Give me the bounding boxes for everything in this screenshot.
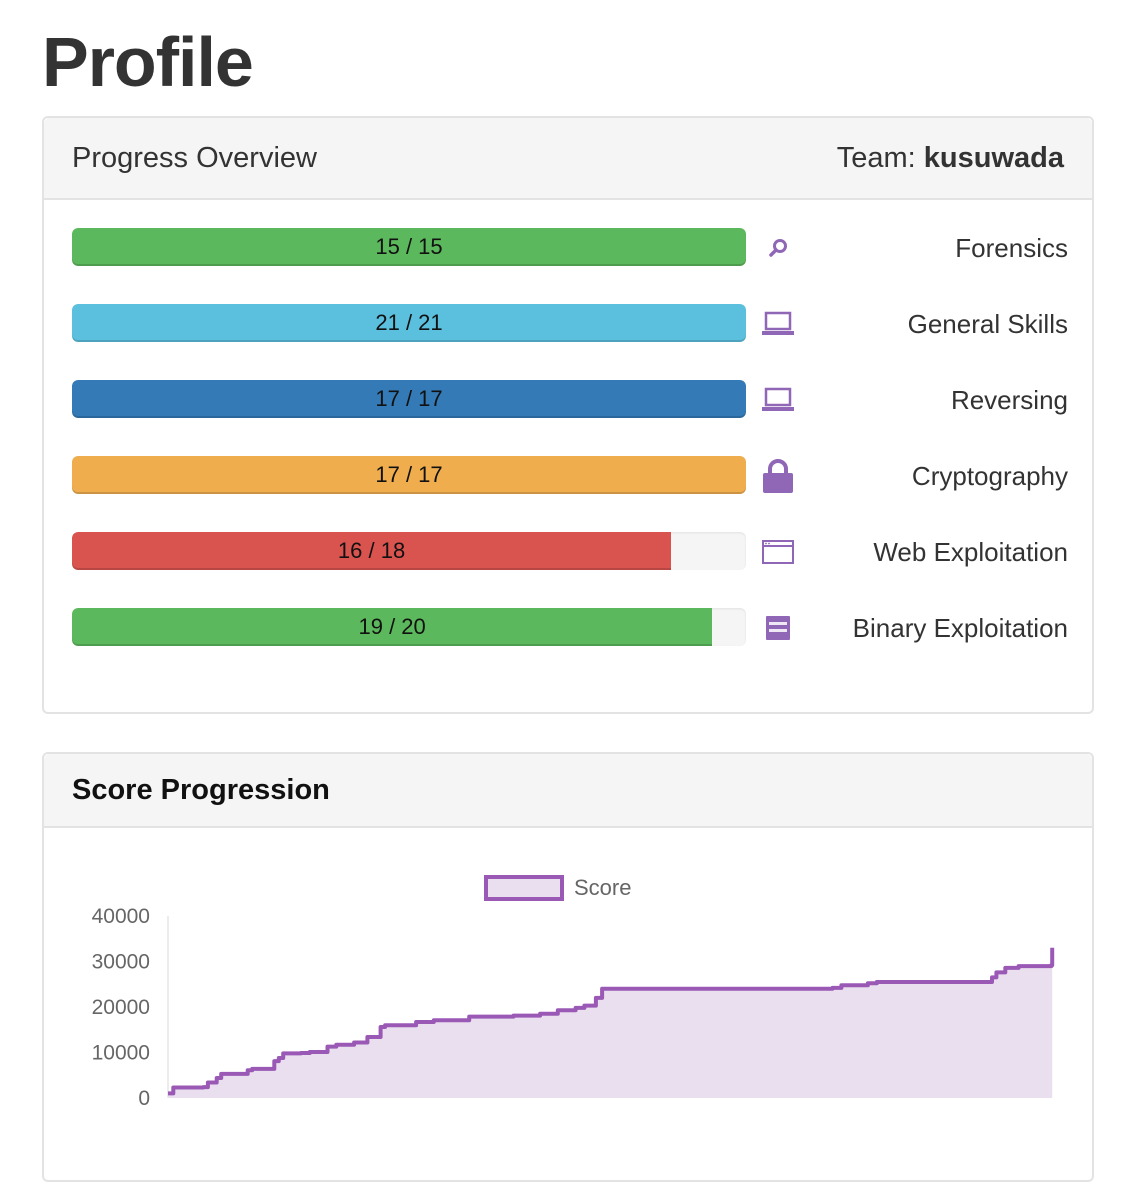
- chart-legend: Score: [484, 875, 631, 901]
- score-progression-panel: Score Progression 40000 30000 20000 10000 0 S…: [42, 752, 1094, 1182]
- progress-bar: 21 / 21: [72, 304, 746, 342]
- team-label: Team: kusuwada: [837, 142, 1064, 175]
- progress-count: 15 / 15: [375, 234, 443, 259]
- progress-count: 21 / 21: [375, 310, 443, 335]
- progress-bar-fill: 17 / 17: [72, 380, 746, 418]
- progress-overview-heading: Progress Overview Team: kusuwada: [44, 118, 1092, 200]
- progress-overview-title: Progress Overview: [72, 141, 317, 174]
- progress-bar-fill: 15 / 15: [72, 228, 746, 266]
- progress-bar-fill: 21 / 21: [72, 304, 746, 342]
- y-tick-label: 0: [138, 1087, 150, 1110]
- progress-bar: 17 / 17: [72, 380, 746, 418]
- laptop-icon: [760, 382, 796, 418]
- progress-bar: 15 / 15: [72, 228, 746, 266]
- legend-label: Score: [574, 875, 631, 900]
- category-row: 21 / 21 General Skills: [72, 304, 1068, 344]
- progress-count: 19 / 20: [358, 614, 426, 639]
- progress-bar-fill: 16 / 18: [72, 532, 672, 570]
- category-label: Forensics: [955, 233, 1068, 263]
- score-area-fill: [168, 947, 1053, 1098]
- category-row: 19 / 20 Binary Exploitation: [72, 608, 1068, 648]
- progress-count: 16 / 18: [337, 538, 406, 563]
- progress-bar-fill: 19 / 20: [72, 608, 713, 646]
- progress-count: 17 / 17: [375, 462, 443, 487]
- search-icon: [760, 230, 796, 266]
- lock-icon: [760, 458, 796, 494]
- browser-window-icon: [760, 534, 796, 570]
- team-name: kusuwada: [923, 141, 1064, 174]
- score-progression-chart: 40000 30000 20000 10000 0 Score: [92, 875, 1055, 1110]
- team-prefix: Team:: [836, 141, 916, 174]
- page-title: Profile: [42, 23, 254, 101]
- y-tick-label: 40000: [92, 905, 150, 928]
- legend-swatch: [484, 875, 564, 901]
- progress-bar: 17 / 17: [72, 456, 746, 494]
- y-tick-label: 20000: [92, 996, 150, 1019]
- progress-count: 17 / 17: [375, 386, 443, 411]
- progress-overview-panel: Progress Overview Team: kusuwada 15 / 15…: [42, 116, 1094, 714]
- laptop-icon: [760, 306, 796, 342]
- category-label: Web Exploitation: [873, 537, 1068, 567]
- y-tick-label: 30000: [92, 951, 150, 974]
- category-row: 17 / 17 Reversing: [72, 380, 1068, 420]
- category-label: Binary Exploitation: [852, 613, 1068, 643]
- category-row: 16 / 18 Web Exploitation: [72, 532, 1068, 572]
- category-label: Cryptography: [911, 461, 1068, 491]
- binary-icon: [760, 610, 796, 646]
- progress-bar: 19 / 20: [72, 608, 746, 646]
- progress-bar: 16 / 18: [72, 532, 746, 570]
- score-progression-heading: Score Progression: [44, 754, 1092, 828]
- category-row: 15 / 15 Forensics: [72, 228, 1068, 268]
- category-label: General Skills: [907, 309, 1068, 339]
- score-progression-title: Score Progression: [72, 773, 330, 806]
- progress-bar-fill: 17 / 17: [72, 456, 746, 494]
- category-label: Reversing: [950, 385, 1068, 415]
- y-tick-label: 10000: [92, 1042, 150, 1065]
- category-row: 17 / 17 Cryptography: [72, 456, 1068, 496]
